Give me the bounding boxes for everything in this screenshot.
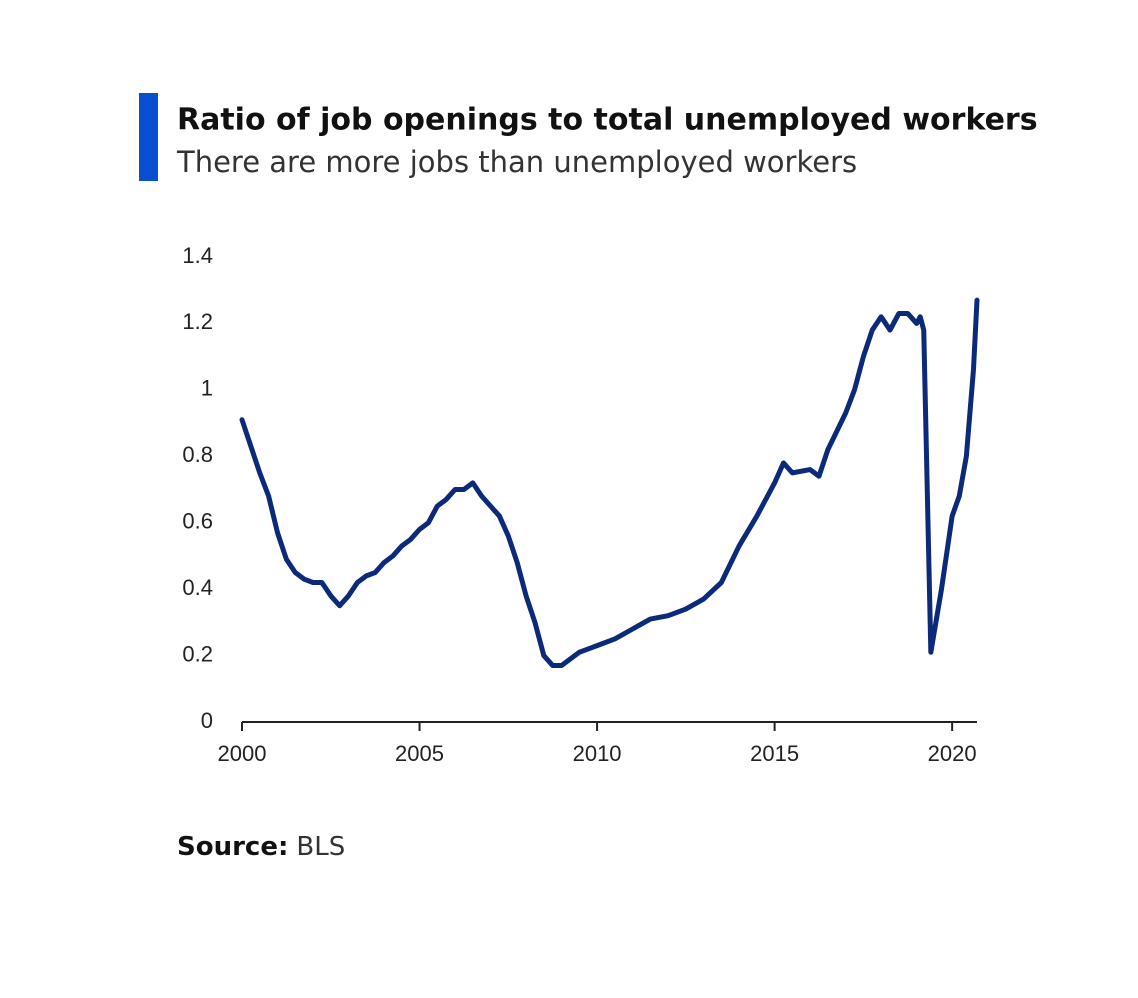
y-tick-label: 0.2: [182, 641, 213, 666]
y-tick-label: 0: [201, 708, 213, 733]
y-tick-label: 0.4: [182, 575, 213, 600]
x-tick-label: 2020: [928, 741, 977, 766]
y-tick-label: 1.2: [182, 309, 213, 334]
source-value: BLS: [296, 832, 345, 862]
y-tick-label: 0.8: [182, 442, 213, 467]
chart-subtitle: There are more jobs than unemployed work…: [176, 145, 857, 179]
y-tick-label: 0.6: [182, 509, 213, 534]
title-accent: [139, 93, 158, 181]
source: Source: BLS: [177, 832, 345, 862]
x-tick-label: 2000: [218, 741, 267, 766]
chart-title: Ratio of job openings to total unemploye…: [177, 103, 1038, 138]
x-tick-label: 2015: [750, 741, 799, 766]
line-series: [239, 297, 980, 669]
y-tick-label: 1: [201, 376, 213, 401]
source-label: Source:: [177, 832, 288, 862]
x-tick-label: 2005: [395, 741, 444, 766]
x-tick-label: 2010: [573, 741, 622, 766]
y-tick-label: 1.4: [182, 243, 213, 268]
